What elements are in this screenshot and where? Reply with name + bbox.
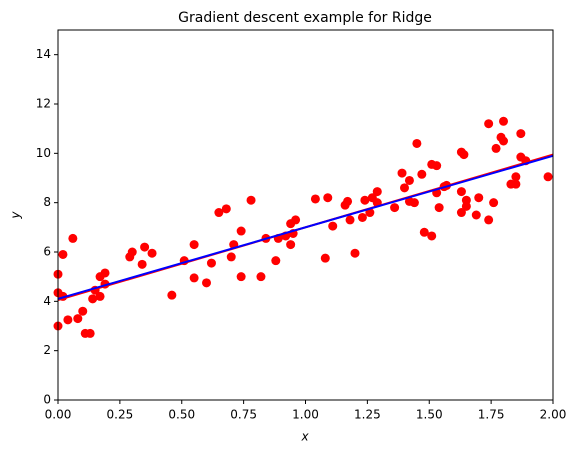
point <box>256 272 266 282</box>
x-axis-label: x <box>300 430 309 444</box>
point <box>432 161 442 171</box>
point <box>419 227 429 237</box>
y-tick-label: 0 <box>43 393 51 407</box>
point <box>456 187 466 197</box>
point <box>499 116 508 126</box>
point <box>511 172 521 182</box>
point <box>459 150 469 160</box>
point <box>345 215 355 225</box>
point <box>310 194 320 204</box>
y-tick-label: 2 <box>43 343 51 357</box>
point <box>357 212 367 222</box>
point <box>189 240 199 250</box>
point <box>323 193 333 203</box>
point <box>291 215 301 225</box>
point <box>511 179 521 189</box>
y-axis-label: y <box>9 211 23 220</box>
point <box>286 240 296 250</box>
point <box>343 196 353 206</box>
plot-frame <box>57 29 554 401</box>
point <box>236 272 246 282</box>
point <box>543 172 553 182</box>
x-tick-label: 2.00 <box>540 408 567 422</box>
point <box>100 268 110 278</box>
point <box>516 129 526 139</box>
x-tick-label: 1.50 <box>416 408 443 422</box>
point <box>484 119 494 129</box>
point <box>246 195 256 205</box>
point <box>167 290 177 300</box>
x-tick-label: 0.75 <box>230 408 257 422</box>
line <box>57 154 554 300</box>
point <box>417 169 427 179</box>
point <box>78 306 88 316</box>
point <box>397 168 407 178</box>
point <box>404 175 414 185</box>
point <box>372 187 382 197</box>
y-tick-label: 12 <box>36 97 51 111</box>
point <box>271 256 281 266</box>
point <box>95 291 105 301</box>
point <box>73 314 83 324</box>
x-tick-label: 0.25 <box>107 408 134 422</box>
y-tick-label: 10 <box>36 146 51 160</box>
point <box>456 208 466 218</box>
y-tick-label: 6 <box>43 245 51 259</box>
point <box>400 183 409 193</box>
point <box>147 248 157 258</box>
point <box>434 203 444 213</box>
point <box>85 328 95 338</box>
point <box>328 221 338 231</box>
y-tick-label: 14 <box>36 47 51 61</box>
point <box>58 249 68 259</box>
point <box>189 273 199 283</box>
point <box>474 193 484 203</box>
point <box>491 143 501 153</box>
x-tick-label: 1.75 <box>478 408 505 422</box>
point <box>471 210 481 220</box>
point <box>206 258 216 268</box>
point <box>461 195 471 205</box>
point <box>360 195 370 205</box>
x-tick-label: 0.00 <box>45 408 72 422</box>
point <box>214 208 224 218</box>
x-tick-label: 0.50 <box>168 408 195 422</box>
point <box>127 247 137 257</box>
point <box>484 215 494 225</box>
y-tick-label: 8 <box>43 195 51 209</box>
chart-title: Gradient descent example for Ridge <box>178 10 432 26</box>
point <box>409 198 419 208</box>
point <box>137 259 147 269</box>
x-tick-label: 1.00 <box>292 408 319 422</box>
point <box>226 252 236 262</box>
point <box>236 226 246 236</box>
point <box>88 294 98 304</box>
point <box>390 203 400 213</box>
y-tick-label: 4 <box>43 294 51 308</box>
point <box>202 278 211 288</box>
point <box>489 198 499 208</box>
point <box>63 315 73 325</box>
point <box>499 136 508 146</box>
point <box>140 242 150 252</box>
x-tick-label: 1.25 <box>354 408 381 422</box>
point <box>68 233 78 243</box>
point <box>412 138 422 148</box>
point <box>221 204 231 214</box>
point <box>461 201 471 211</box>
point <box>320 253 330 263</box>
point <box>427 231 437 241</box>
point <box>350 248 360 258</box>
